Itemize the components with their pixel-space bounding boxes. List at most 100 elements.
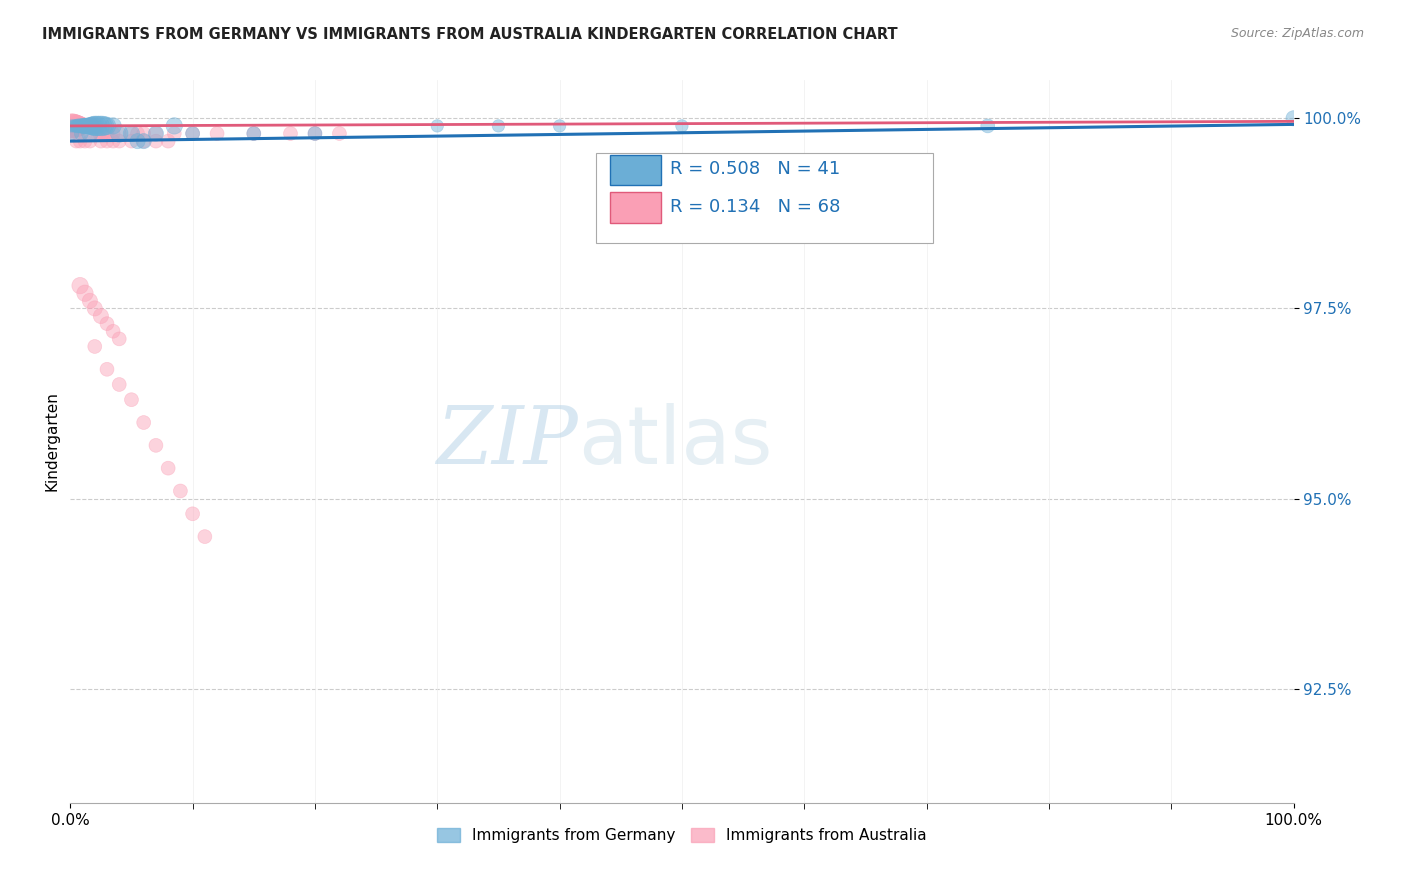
Point <box>93 119 115 133</box>
Point <box>72 119 94 133</box>
Point <box>145 134 167 148</box>
Point <box>157 461 180 475</box>
Point <box>127 127 149 141</box>
Point <box>101 127 124 141</box>
Point <box>1282 112 1305 126</box>
Point <box>62 127 84 141</box>
Point <box>83 119 105 133</box>
Point <box>304 127 326 141</box>
Point <box>90 134 112 148</box>
Point <box>96 127 118 141</box>
Point <box>83 119 105 133</box>
Point <box>86 119 108 133</box>
Text: R = 0.508   N = 41: R = 0.508 N = 41 <box>669 161 839 178</box>
Point <box>83 119 105 133</box>
Point <box>69 119 91 133</box>
Point <box>76 119 98 133</box>
Point <box>96 317 118 331</box>
Point <box>145 438 167 452</box>
Point <box>108 332 131 346</box>
Point <box>157 134 180 148</box>
Point <box>73 119 96 133</box>
Point <box>66 119 89 133</box>
Point <box>69 134 91 148</box>
Point <box>80 119 103 133</box>
Point <box>76 119 98 133</box>
Point <box>101 134 124 148</box>
Point <box>101 119 124 133</box>
Text: ZIP: ZIP <box>436 403 578 480</box>
Point <box>108 134 131 148</box>
Point <box>163 127 186 141</box>
Point <box>63 119 86 133</box>
Point <box>77 119 100 133</box>
Point <box>108 377 131 392</box>
FancyBboxPatch shape <box>610 193 661 223</box>
Point <box>66 119 89 133</box>
Point <box>121 392 143 407</box>
Point <box>181 507 204 521</box>
Point <box>108 127 131 141</box>
Point <box>121 134 143 148</box>
Point <box>132 416 155 430</box>
Point <box>121 127 143 141</box>
Point <box>89 127 111 141</box>
Point <box>181 127 204 141</box>
Point <box>83 119 105 133</box>
Point <box>69 119 91 133</box>
Point <box>101 324 124 338</box>
Point <box>132 134 155 148</box>
Point <box>163 119 186 133</box>
Point <box>96 134 118 148</box>
Point <box>145 127 167 141</box>
Legend: Immigrants from Germany, Immigrants from Australia: Immigrants from Germany, Immigrants from… <box>432 822 932 849</box>
Point <box>169 483 191 498</box>
Point <box>548 119 571 133</box>
Point <box>69 278 91 293</box>
Point <box>243 127 266 141</box>
Point <box>77 119 100 133</box>
Point <box>89 119 111 133</box>
Point <box>79 293 101 308</box>
Point <box>121 127 143 141</box>
Point <box>304 127 326 141</box>
Point <box>132 134 155 148</box>
Point <box>132 127 155 141</box>
Point <box>83 339 105 353</box>
Point <box>65 119 87 133</box>
FancyBboxPatch shape <box>596 153 932 243</box>
Point <box>82 119 104 133</box>
Point <box>127 134 149 148</box>
Text: Source: ZipAtlas.com: Source: ZipAtlas.com <box>1230 27 1364 40</box>
FancyBboxPatch shape <box>610 154 661 185</box>
Point <box>60 119 83 133</box>
Point <box>80 119 103 133</box>
Text: R = 0.134   N = 68: R = 0.134 N = 68 <box>669 198 839 216</box>
Point <box>62 119 84 133</box>
Point <box>488 119 510 133</box>
Text: atlas: atlas <box>578 402 772 481</box>
Point <box>976 119 998 133</box>
Point <box>243 127 266 141</box>
Point <box>72 119 94 133</box>
Point <box>67 119 90 133</box>
Point <box>73 119 96 133</box>
Y-axis label: Kindergarten: Kindergarten <box>44 392 59 491</box>
Text: IMMIGRANTS FROM GERMANY VS IMMIGRANTS FROM AUSTRALIA KINDERGARTEN CORRELATION CH: IMMIGRANTS FROM GERMANY VS IMMIGRANTS FR… <box>42 27 898 42</box>
Point <box>426 119 449 133</box>
Point <box>108 127 131 141</box>
Point <box>96 362 118 376</box>
Point <box>70 127 93 141</box>
Point <box>83 301 105 316</box>
Point <box>145 127 167 141</box>
Point <box>73 286 96 301</box>
Point <box>93 127 115 141</box>
Point <box>96 119 118 133</box>
Point <box>73 119 96 133</box>
Point <box>60 119 83 133</box>
Point <box>671 119 693 133</box>
Point <box>73 119 96 133</box>
Point <box>73 134 96 148</box>
Point <box>91 127 114 141</box>
Point <box>65 119 87 133</box>
